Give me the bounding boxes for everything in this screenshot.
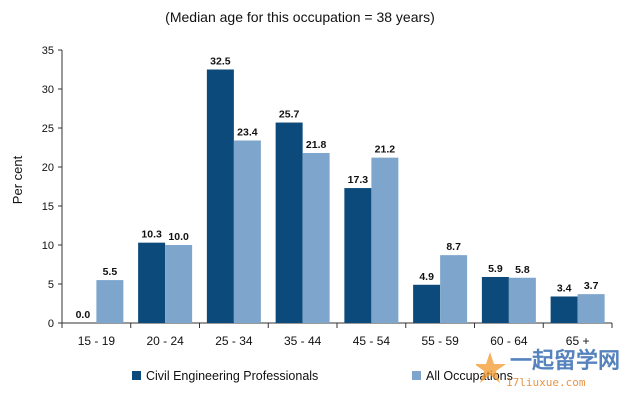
legend-label: Civil Engineering Professionals — [146, 369, 318, 383]
data-label: 4.9 — [419, 271, 434, 283]
data-label: 5.9 — [488, 263, 503, 275]
bar-civil-engineering — [275, 122, 303, 323]
x-tick-label: 45 - 54 — [353, 334, 391, 348]
bar-civil-engineering — [206, 69, 234, 323]
plot-area: 0 5 10 15 20 25 30 35 15 - 19 20 - 24 25 - 34 35 - … — [42, 45, 613, 348]
data-label: 3.7 — [584, 280, 599, 292]
x-tick-label: 65 + — [566, 334, 590, 348]
y-tick-label: 15 — [42, 201, 54, 213]
bar-all-occupations — [233, 140, 261, 323]
x-tick-label: 20 - 24 — [146, 334, 184, 348]
data-label: 10.3 — [141, 229, 162, 241]
y-tick-label: 0 — [48, 318, 54, 330]
data-label: 3.4 — [557, 282, 572, 294]
data-label: 17.3 — [348, 174, 369, 186]
bar-civil-engineering — [550, 296, 578, 323]
legend-swatch — [132, 371, 141, 380]
y-tick-label: 10 — [42, 240, 54, 252]
y-tick-label: 35 — [42, 45, 54, 57]
y-tick-label: 30 — [42, 84, 54, 96]
bar-all-occupations — [371, 157, 399, 323]
watermark: 一起留学网 17liuxue.com — [476, 348, 620, 389]
data-label: 5.8 — [515, 264, 530, 276]
x-tick-label: 15 - 19 — [78, 334, 116, 348]
data-label: 23.4 — [237, 126, 258, 138]
watermark-url: 17liuxue.com — [506, 376, 586, 389]
data-label: 8.7 — [446, 241, 461, 253]
data-label: 10.0 — [168, 231, 189, 243]
y-tick-label: 25 — [42, 123, 54, 135]
bar-civil-engineering — [481, 276, 509, 323]
data-label: 21.8 — [306, 139, 327, 151]
y-axis-label: Per cent — [10, 155, 25, 204]
data-label: 25.7 — [279, 109, 300, 121]
bar-all-occupations — [440, 255, 468, 323]
bar-all-occupations — [96, 280, 124, 323]
bar-civil-engineering — [138, 242, 166, 323]
data-label: 0.0 — [76, 309, 91, 321]
bar-all-occupations — [165, 245, 193, 323]
chart-title: (Median age for this occupation = 38 yea… — [165, 9, 435, 25]
data-label: 5.5 — [103, 266, 118, 278]
y-tick-label: 5 — [48, 279, 54, 291]
x-tick-label: 35 - 44 — [284, 334, 322, 348]
legend-swatch — [412, 371, 421, 380]
bar-all-occupations — [577, 294, 605, 323]
watermark-text: 一起留学网 — [510, 348, 620, 374]
data-label: 32.5 — [210, 56, 231, 68]
y-tick-label: 20 — [42, 162, 54, 174]
x-tick-label: 60 - 64 — [490, 334, 528, 348]
x-tick-label: 25 - 34 — [215, 334, 253, 348]
x-tick-label: 55 - 59 — [421, 334, 459, 348]
bar-all-occupations — [302, 152, 330, 323]
bar-civil-engineering — [413, 284, 441, 323]
bar-civil-engineering — [344, 188, 372, 323]
legend: Civil Engineering Professionals All Occup… — [132, 369, 513, 383]
star-figure-icon — [476, 352, 506, 383]
bar-all-occupations — [508, 277, 536, 323]
data-label: 21.2 — [375, 144, 396, 156]
